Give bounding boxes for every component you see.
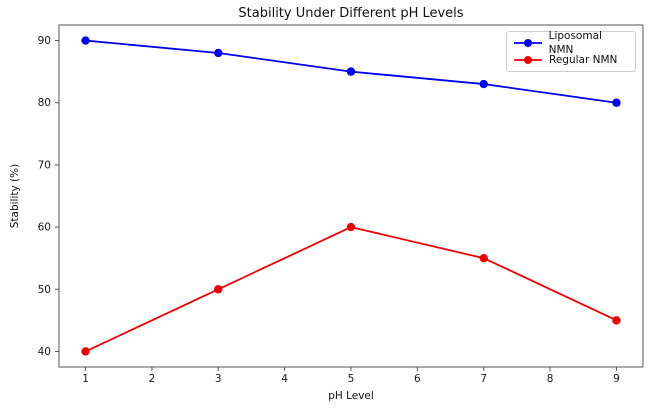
y-tick-label: 90 (38, 35, 51, 47)
legend-label-regular-nmn: Regular NMN (549, 54, 618, 66)
x-tick-label: 4 (281, 373, 288, 385)
axes-frame (58, 24, 644, 368)
x-tick-label: 6 (414, 373, 421, 385)
x-tick-label: 3 (215, 373, 222, 385)
data-point-liposomal-nmn (479, 79, 488, 89)
y-axis-label: Stability (%) (9, 163, 21, 229)
y-tick-label: 70 (38, 159, 51, 171)
chart-title: Stability Under Different pH Levels (238, 6, 464, 21)
data-point-liposomal-nmn (612, 98, 621, 107)
x-tick-label: 7 (480, 373, 487, 385)
y-tick-label: 60 (38, 222, 51, 234)
x-axis-label: pH Level (328, 390, 374, 402)
x-tick-label: 1 (82, 373, 89, 385)
legend: Liposomal NMN Regular NMN (506, 30, 636, 72)
legend-item-regular-nmn: Regular NMN (513, 53, 629, 67)
legend-item-liposomal-nmn: Liposomal NMN (513, 30, 629, 56)
y-tick-label: 40 (38, 346, 51, 358)
data-point-liposomal-nmn (81, 36, 90, 45)
data-point-regular-nmn (214, 285, 223, 294)
data-point-liposomal-nmn (214, 48, 223, 58)
x-tick-label: 5 (348, 373, 355, 385)
series-line-regular-nmn (85, 226, 617, 353)
y-tick-label: 50 (38, 284, 51, 296)
x-tick-label: 2 (149, 373, 156, 385)
y-tick-label: 80 (38, 97, 51, 109)
data-point-regular-nmn (81, 347, 90, 356)
data-point-regular-nmn (612, 316, 621, 325)
legend-marker-liposomal-nmn (514, 39, 542, 47)
data-point-regular-nmn (346, 222, 356, 232)
data-point-regular-nmn (479, 253, 488, 263)
x-tick-label: 8 (547, 373, 554, 385)
x-tick-label: 9 (613, 373, 620, 385)
legend-label-liposomal-nmn: Liposomal NMN (548, 30, 602, 56)
data-point-liposomal-nmn (346, 67, 356, 76)
legend-marker-regular-nmn (514, 56, 542, 64)
